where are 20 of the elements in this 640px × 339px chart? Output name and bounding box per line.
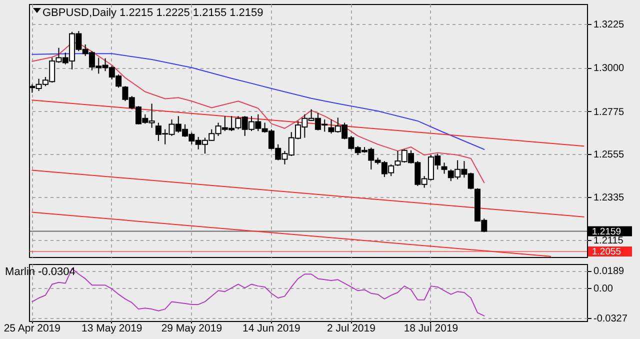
y-tick-label: 1.2115 [594, 235, 624, 246]
candlestick [441, 162, 448, 174]
line-series [32, 53, 485, 150]
ref-line-label: 1.2159 [592, 226, 622, 238]
y-tick-label: -0.0327 [594, 313, 628, 324]
x-tick-label: 18 Jul 2019 [404, 322, 458, 334]
y-tick-label: 1.3000 [594, 63, 625, 74]
y-tick-label: 1.2555 [594, 150, 625, 161]
ref-line-label: 1.2055 [592, 246, 622, 258]
x-tick-label: 2 Jul 2019 [326, 322, 376, 334]
y-tick-label: 1.3225 [594, 19, 625, 30]
x-tick-label: 25 Apr 2019 [4, 322, 61, 334]
y-tick-label: 0.00 [594, 283, 614, 294]
x-tick-label: 13 May 2019 [82, 322, 142, 334]
y-tick-label: 1.2775 [594, 106, 625, 118]
chart-title: GBPUSD,Daily 1.2215 1.2225 1.2155 1.2159 [42, 7, 264, 19]
y-tick-label: 0.0189 [594, 266, 625, 278]
x-tick-label: 29 May 2019 [161, 322, 222, 334]
y-tick-label: 1.2335 [594, 192, 625, 204]
x-tick-label: 14 Jun 2019 [242, 322, 300, 334]
